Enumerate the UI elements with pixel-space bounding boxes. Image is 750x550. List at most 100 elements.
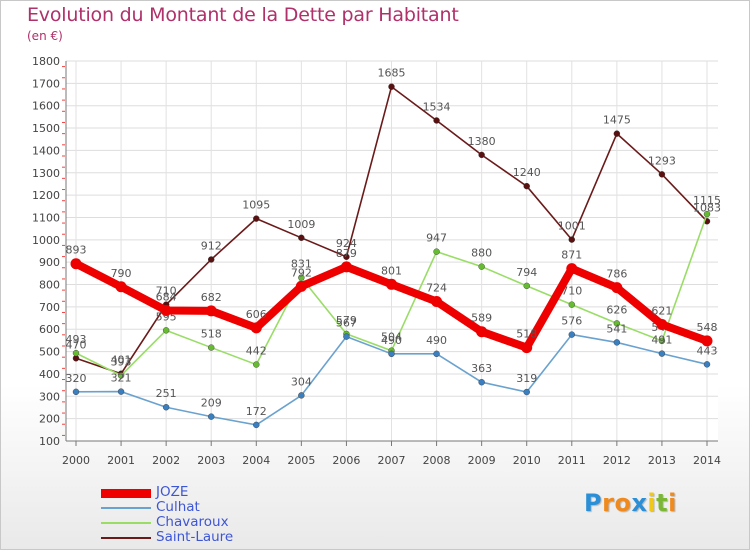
data-label: 724	[426, 282, 447, 295]
logo-letter: r	[602, 489, 615, 517]
data-label: 393	[111, 356, 132, 369]
y-tick-label: 700	[39, 301, 60, 314]
data-point	[433, 350, 440, 358]
x-tick-label: 2006	[332, 454, 360, 467]
data-point	[613, 320, 621, 327]
data-label: 1475	[603, 114, 631, 127]
data-label: 912	[201, 239, 222, 252]
x-tick-label: 2005	[287, 454, 315, 467]
y-tick-label: 1100	[32, 211, 60, 224]
data-point	[566, 263, 578, 275]
data-label: 470	[66, 338, 87, 351]
data-label: 871	[561, 249, 582, 262]
data-point	[208, 413, 215, 420]
data-label: 626	[606, 303, 627, 316]
data-point	[431, 296, 443, 308]
data-point	[701, 335, 713, 347]
data-label: 321	[111, 372, 132, 385]
data-point	[298, 392, 305, 399]
data-label: 548	[697, 321, 718, 334]
data-point	[523, 182, 530, 190]
data-label: 893	[66, 244, 87, 257]
x-tick-label: 2010	[513, 454, 541, 467]
data-label: 1685	[378, 67, 406, 80]
data-point	[117, 372, 125, 379]
data-point	[250, 322, 262, 334]
data-point	[568, 301, 575, 308]
x-tick-label: 2004	[242, 454, 270, 467]
legend-swatch	[101, 488, 151, 498]
data-point	[476, 326, 488, 338]
data-point	[208, 344, 215, 351]
data-point	[253, 361, 260, 368]
data-point	[433, 248, 440, 255]
data-point	[703, 361, 711, 368]
x-tick-label: 2001	[107, 454, 135, 467]
data-label: 518	[201, 328, 222, 341]
data-point	[523, 282, 530, 290]
data-label: 518	[516, 328, 537, 341]
data-label: 794	[516, 266, 537, 279]
data-point	[162, 327, 170, 334]
data-label: 1115	[693, 194, 721, 207]
logo-letter: P	[584, 489, 603, 517]
data-point	[205, 305, 217, 317]
y-tick-label: 1700	[32, 77, 60, 90]
data-point	[388, 350, 395, 358]
data-label: 831	[291, 258, 312, 271]
data-label: 576	[561, 315, 582, 328]
data-point	[478, 151, 485, 159]
y-tick-label: 1800	[32, 55, 60, 68]
legend-label: Chavaroux	[156, 514, 229, 530]
x-tick-label: 2002	[152, 454, 180, 467]
y-tick-label: 1600	[32, 100, 60, 113]
x-tick-label: 2014	[693, 454, 721, 467]
chart-title: Evolution du Montant de la Dette par Hab…	[27, 4, 459, 26]
x-tick-label: 2008	[423, 454, 451, 467]
data-point	[611, 282, 623, 294]
data-point	[208, 256, 215, 263]
data-label: 684	[156, 290, 177, 303]
x-tick-label: 2012	[603, 454, 631, 467]
y-tick-label: 800	[39, 279, 60, 292]
x-tick-label: 2003	[197, 454, 225, 467]
data-point	[656, 319, 668, 331]
logo-letter: t	[656, 489, 669, 517]
y-tick-label: 900	[39, 256, 60, 269]
y-tick-label: 1500	[32, 122, 60, 135]
data-label: 493	[66, 333, 87, 346]
data-label: 710	[561, 285, 582, 298]
data-point	[386, 278, 397, 290]
x-tick-label: 2007	[378, 454, 406, 467]
data-label: 621	[651, 305, 672, 318]
legend-swatch	[101, 537, 151, 539]
data-label: 1380	[468, 135, 496, 148]
y-tick-label: 200	[39, 413, 60, 426]
data-point	[613, 130, 621, 137]
data-point	[523, 388, 530, 396]
data-label: 880	[471, 247, 492, 260]
data-point	[115, 281, 127, 293]
data-label: 879	[336, 247, 357, 260]
data-point	[478, 263, 485, 270]
data-point	[433, 117, 440, 124]
data-label: 490	[426, 334, 447, 347]
logo-letter: o	[614, 489, 632, 517]
data-point	[658, 337, 666, 345]
data-point	[343, 253, 350, 261]
logo-letter: i	[668, 489, 677, 517]
data-label: 589	[471, 312, 492, 325]
data-label: 319	[516, 372, 537, 385]
proxiti-logo: Proxiti	[584, 489, 677, 517]
y-tick-label: 100	[39, 435, 60, 448]
y-tick-label: 1200	[32, 189, 60, 202]
data-label: 209	[201, 397, 222, 410]
x-tick-label: 2000	[62, 454, 90, 467]
legend-swatch	[101, 522, 151, 524]
data-point	[703, 210, 711, 218]
data-point	[253, 421, 260, 429]
data-point	[72, 388, 80, 396]
data-label: 790	[111, 267, 132, 280]
data-point	[72, 349, 80, 357]
